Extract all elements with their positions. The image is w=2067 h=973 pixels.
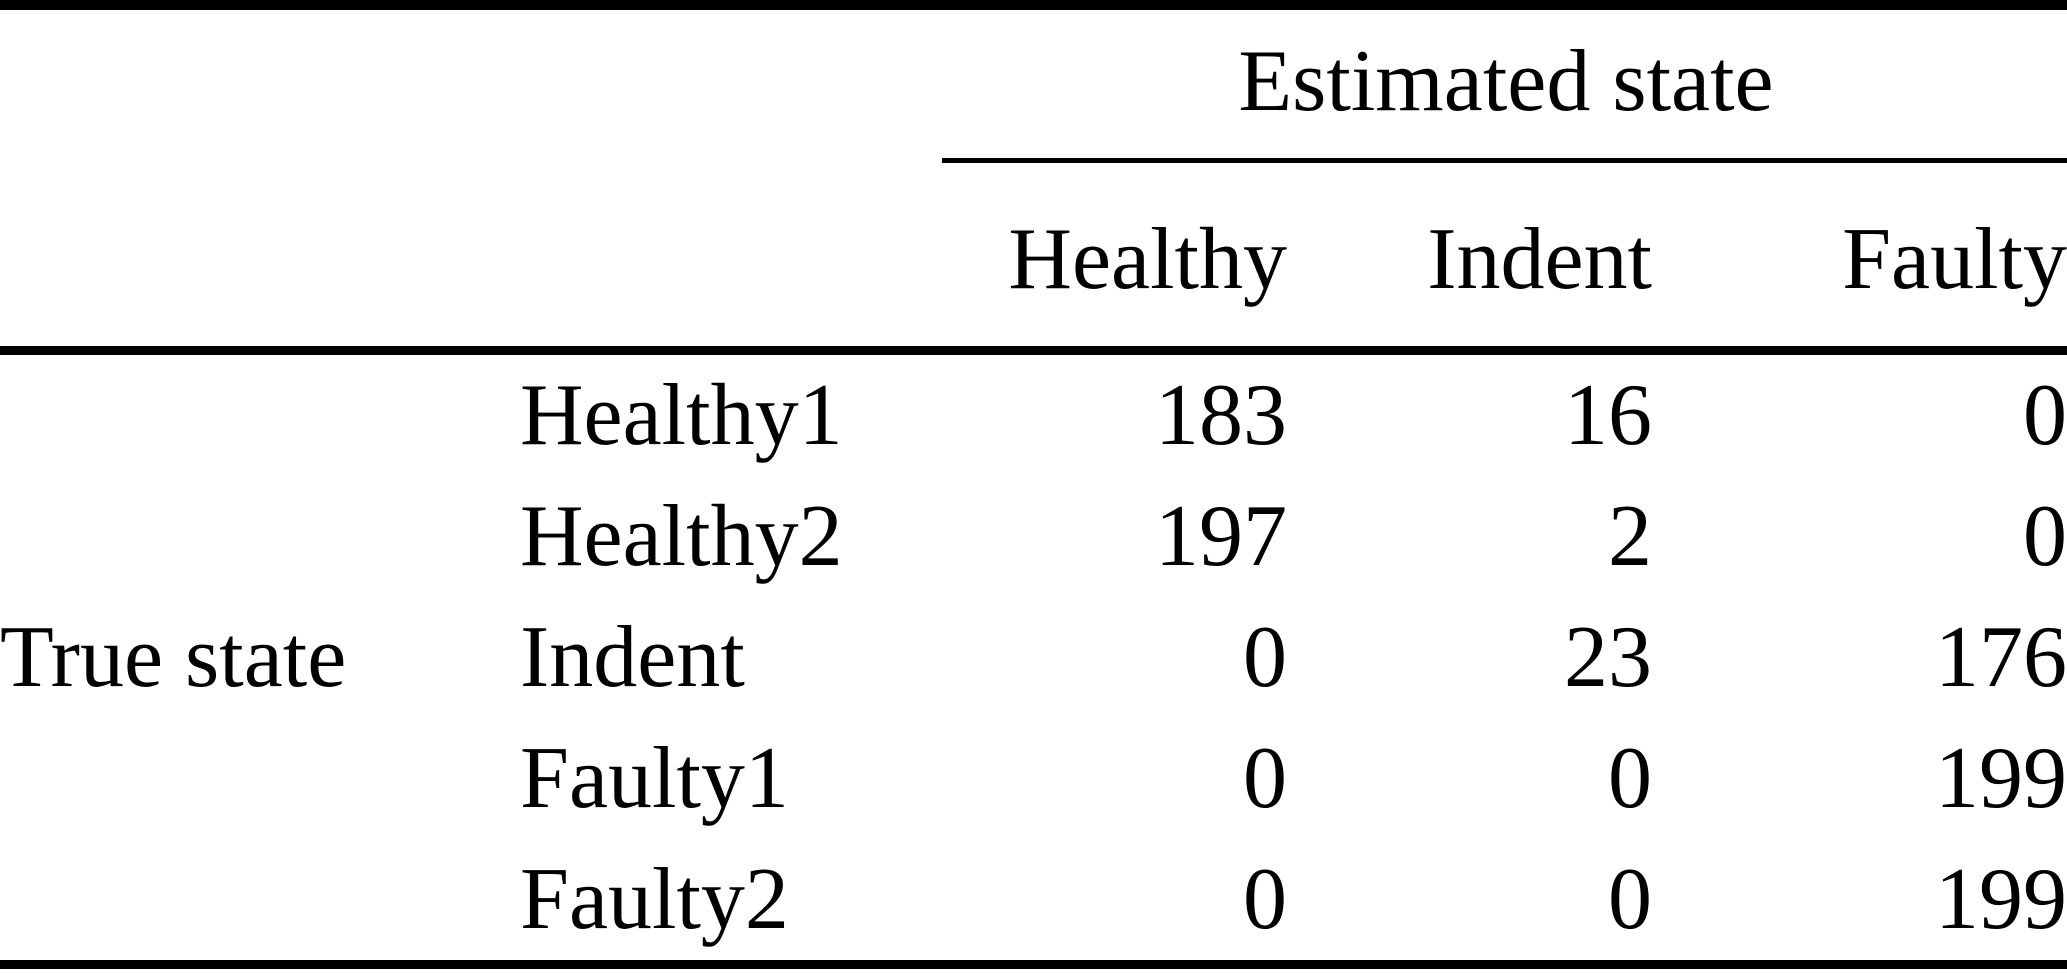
cell-value: 0 xyxy=(1608,851,1652,948)
cell-value: 197 xyxy=(1155,488,1287,585)
row-label: Healthy2 xyxy=(520,488,843,585)
column-headers-row: Healthy Indent Faulty xyxy=(0,163,2067,355)
cell-value: 176 xyxy=(1935,609,2067,706)
row-label: Faulty1 xyxy=(520,730,789,827)
row-label: Healthy1 xyxy=(520,367,843,464)
table-row-healthy1: True state Healthy1 183 16 0 xyxy=(0,355,2067,706)
top-rule xyxy=(0,0,2067,10)
row-group-header: True state xyxy=(0,609,347,706)
corner-spacer xyxy=(0,163,945,355)
cell-value: 183 xyxy=(1155,367,1287,464)
cell-value: 0 xyxy=(1608,730,1652,827)
row-label: Faulty2 xyxy=(520,851,789,948)
table-row-indent: Indent 0 23 176 xyxy=(0,597,2067,718)
table-row-faulty2: Faulty2 0 0 199 xyxy=(0,839,2067,960)
header-separator-rule xyxy=(0,346,2067,355)
cell-value: 199 xyxy=(1935,730,2067,827)
table-row-healthy2: Healthy2 197 2 0 xyxy=(0,476,2067,597)
cell-value: 0 xyxy=(1243,730,1287,827)
column-group-header: Estimated state xyxy=(1238,33,1774,130)
row-label: Indent xyxy=(520,609,745,706)
column-group-header-row: Estimated state xyxy=(0,0,2067,163)
column-header-indent: Indent xyxy=(1427,210,1652,308)
cell-value: 0 xyxy=(1243,851,1287,948)
cell-value: 23 xyxy=(1564,609,1652,706)
cell-value: 0 xyxy=(2023,488,2067,585)
table-row-faulty1: Faulty1 0 0 199 xyxy=(0,718,2067,839)
cell-value: 0 xyxy=(1243,609,1287,706)
corner-spacer xyxy=(0,0,945,163)
column-header-faulty: Faulty xyxy=(1842,210,2067,308)
column-header-healthy: Healthy xyxy=(1008,210,1287,308)
cell-value: 2 xyxy=(1608,488,1652,585)
estimated-state-underline-rule xyxy=(942,158,2067,163)
cell-value: 0 xyxy=(2023,367,2067,464)
bottom-rule xyxy=(0,960,2067,969)
cell-value: 16 xyxy=(1564,367,1652,464)
cell-value: 199 xyxy=(1935,851,2067,948)
